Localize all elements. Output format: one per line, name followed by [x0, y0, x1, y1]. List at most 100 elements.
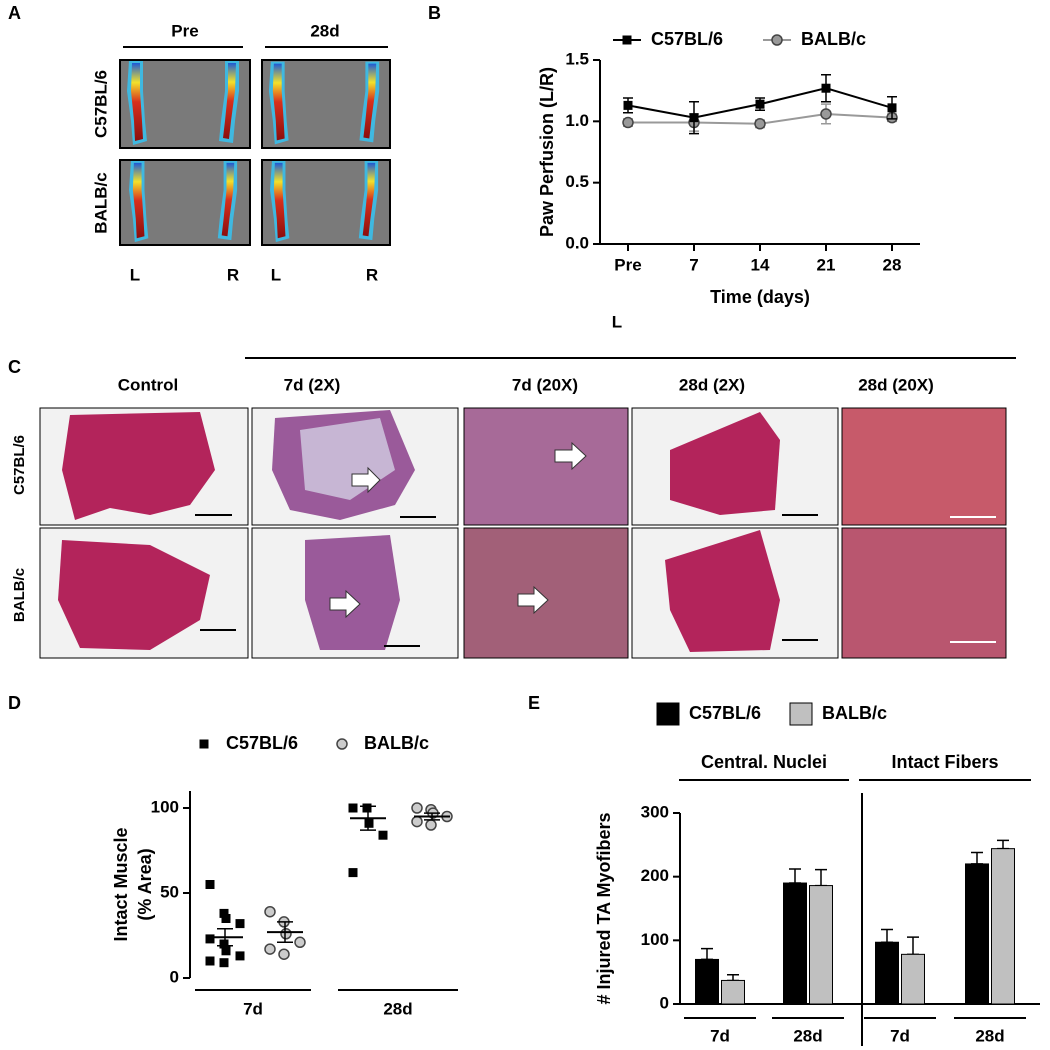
legend-marker [622, 35, 632, 45]
legend-swatch [656, 702, 680, 726]
legend-marker [336, 738, 348, 750]
point [219, 939, 229, 949]
x-tick-label: 28d [975, 1026, 1004, 1045]
x-tick-label: 7d [243, 999, 263, 1018]
bar [901, 953, 925, 1005]
legend-label: C57BL/6 [689, 703, 761, 723]
bar [991, 848, 1015, 1005]
point [754, 118, 766, 130]
legend-label: BALB/c [364, 733, 429, 753]
point [294, 936, 306, 949]
y-tick-label: 300 [641, 802, 669, 821]
y-axis-label: # Injured TA Myofibers [594, 812, 614, 1004]
error-bar [727, 973, 739, 982]
point [348, 868, 358, 878]
legend-label: C57BL/6 [226, 733, 298, 753]
histology-image [841, 407, 1007, 526]
error-bar [217, 927, 233, 947]
column-label: 7d (20X) [512, 375, 578, 394]
row-label: BALB/c [91, 172, 110, 233]
error-bar [277, 921, 293, 944]
bar [809, 885, 833, 1005]
y-tick-label: 200 [641, 866, 669, 885]
error-bar [907, 936, 919, 956]
point [235, 951, 245, 961]
error-bar [997, 839, 1009, 850]
column-label: Pre [171, 21, 198, 40]
tissue [58, 540, 210, 650]
legend-marker [771, 34, 783, 46]
error-bar [971, 851, 983, 865]
legend-label: C57BL/6 [651, 29, 723, 49]
error-bar [360, 805, 376, 831]
point [278, 948, 290, 960]
tissue [62, 412, 215, 520]
x-tick-label: 28d [793, 1026, 822, 1045]
histology-image [463, 407, 629, 526]
point [364, 818, 374, 828]
y-tick-label: 100 [641, 930, 669, 949]
legend-label: BALB/c [822, 703, 887, 723]
x-tick-label: Pre [614, 255, 641, 274]
arrow [517, 585, 549, 615]
y-axis-label: Paw Perfusion (L/R) [537, 67, 557, 237]
panel-label: B [428, 3, 441, 23]
bar [875, 941, 899, 1005]
panel-label: C [8, 357, 21, 377]
tissue [305, 535, 400, 650]
point [264, 905, 276, 918]
y-tick-label: 1.0 [565, 111, 589, 130]
panel-label: E [528, 693, 540, 713]
point [425, 819, 437, 831]
panel-a: Pre 28d C57BL/6 BALB/c L R L R [91, 21, 391, 284]
point [219, 908, 229, 918]
panel-label: A [8, 3, 21, 23]
point [221, 946, 231, 956]
point [264, 943, 276, 955]
legend-swatch [789, 702, 813, 726]
histology-image [463, 527, 629, 659]
point [221, 914, 231, 923]
group-label: Intact Fibers [891, 752, 998, 772]
y-axis-label: (% Area) [135, 848, 155, 920]
column-label: 28d (20X) [858, 375, 934, 394]
y-tick-label: 50 [160, 882, 179, 901]
column-label: 28d [310, 21, 339, 40]
group-label: Central. Nuclei [701, 752, 827, 772]
legend-label: BALB/c [801, 29, 866, 49]
column-label: 7d (2X) [284, 375, 341, 394]
bar [695, 958, 719, 1005]
point [205, 880, 215, 889]
y-tick-label: 1.5 [565, 49, 589, 68]
arrow [351, 466, 381, 494]
column-label: Control [118, 375, 178, 394]
point [348, 803, 358, 813]
point [362, 803, 372, 813]
y-tick-label: 0 [660, 993, 669, 1012]
point [411, 802, 423, 814]
y-tick-label: 100 [151, 797, 179, 816]
histology-image [841, 527, 1007, 659]
bar [965, 863, 989, 1005]
y-axis-label: Intact Muscle [111, 827, 131, 941]
x-tick-label: 21 [817, 255, 836, 274]
x-tick-label: 7d [710, 1026, 730, 1045]
error-bar [881, 928, 893, 943]
point [205, 934, 215, 944]
x-tick-label: 28d [383, 999, 412, 1018]
error-bar [789, 868, 801, 884]
x-tick-label: 7d [890, 1026, 910, 1045]
y-tick-label: 0.0 [565, 233, 589, 252]
point [623, 100, 633, 110]
point [820, 108, 832, 120]
arrow [329, 589, 361, 619]
point [689, 113, 699, 123]
bar [721, 979, 745, 1005]
point [887, 103, 897, 113]
point [411, 815, 423, 828]
side-label: R [366, 265, 378, 284]
point [280, 928, 292, 940]
legend-marker [199, 739, 209, 749]
point [205, 956, 215, 966]
